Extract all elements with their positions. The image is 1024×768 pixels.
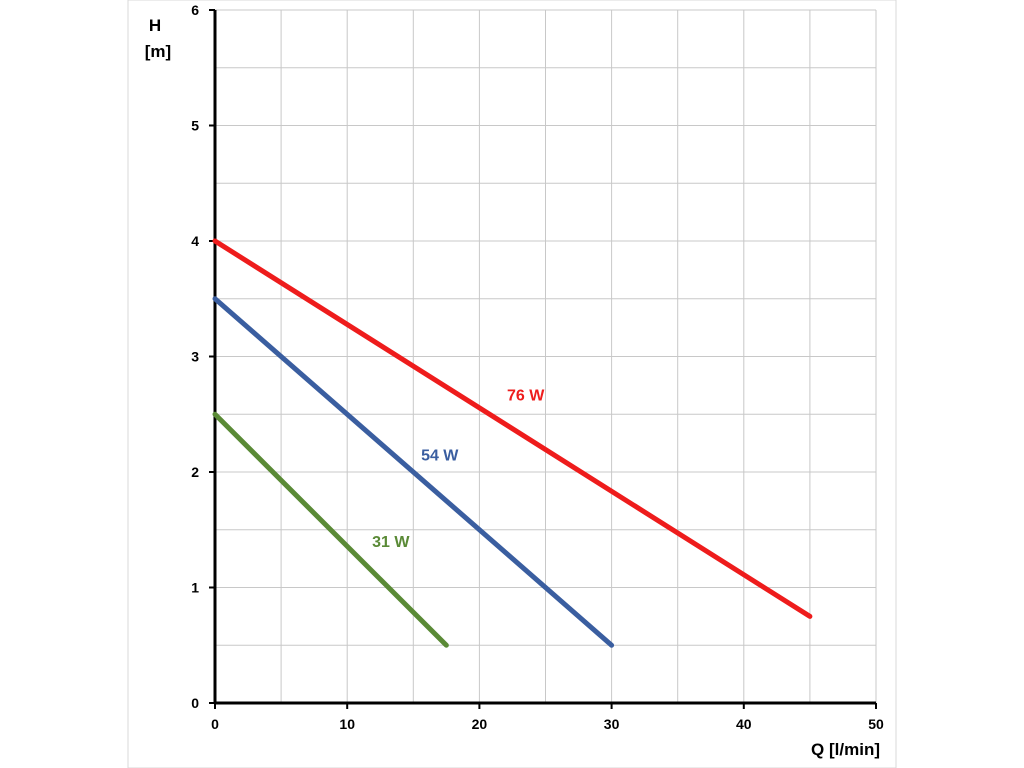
y-tick-label: 6 — [191, 2, 199, 18]
y-tick-label: 5 — [191, 118, 199, 134]
y-axis-title-line2: [m] — [145, 42, 171, 61]
y-tick-label: 0 — [191, 695, 199, 711]
series-line-76-w — [212, 238, 813, 619]
series-label-31-w: 31 W — [372, 534, 410, 551]
chart-background — [127, 0, 897, 768]
tick-labels: 0 1 2 3 4 5 6 0 10 20 30 40 50 — [191, 2, 884, 732]
y-tick-label: 4 — [191, 233, 199, 249]
x-tick-label: 20 — [472, 716, 488, 732]
series-label-76-w: 76 W — [507, 387, 545, 404]
y-tick-label: 3 — [191, 349, 199, 365]
x-tick-label: 50 — [868, 716, 884, 732]
series-line-54-w — [212, 296, 615, 648]
series-labels: 76 W 54 W 31 W — [372, 387, 545, 551]
x-tick-label: 10 — [339, 716, 355, 732]
y-tick-label: 1 — [191, 580, 199, 596]
series-lines — [212, 238, 813, 648]
x-tick-label: 40 — [736, 716, 752, 732]
series-line-31-w — [212, 411, 449, 648]
x-tick-label: 0 — [211, 716, 219, 732]
series-label-54-w: 54 W — [421, 447, 459, 464]
x-axis-title: Q [l/min] — [811, 740, 880, 759]
y-tick-label: 2 — [191, 464, 199, 480]
grid — [215, 9, 877, 703]
x-tick-label: 30 — [604, 716, 620, 732]
y-axis-title-line1: H — [149, 16, 161, 35]
